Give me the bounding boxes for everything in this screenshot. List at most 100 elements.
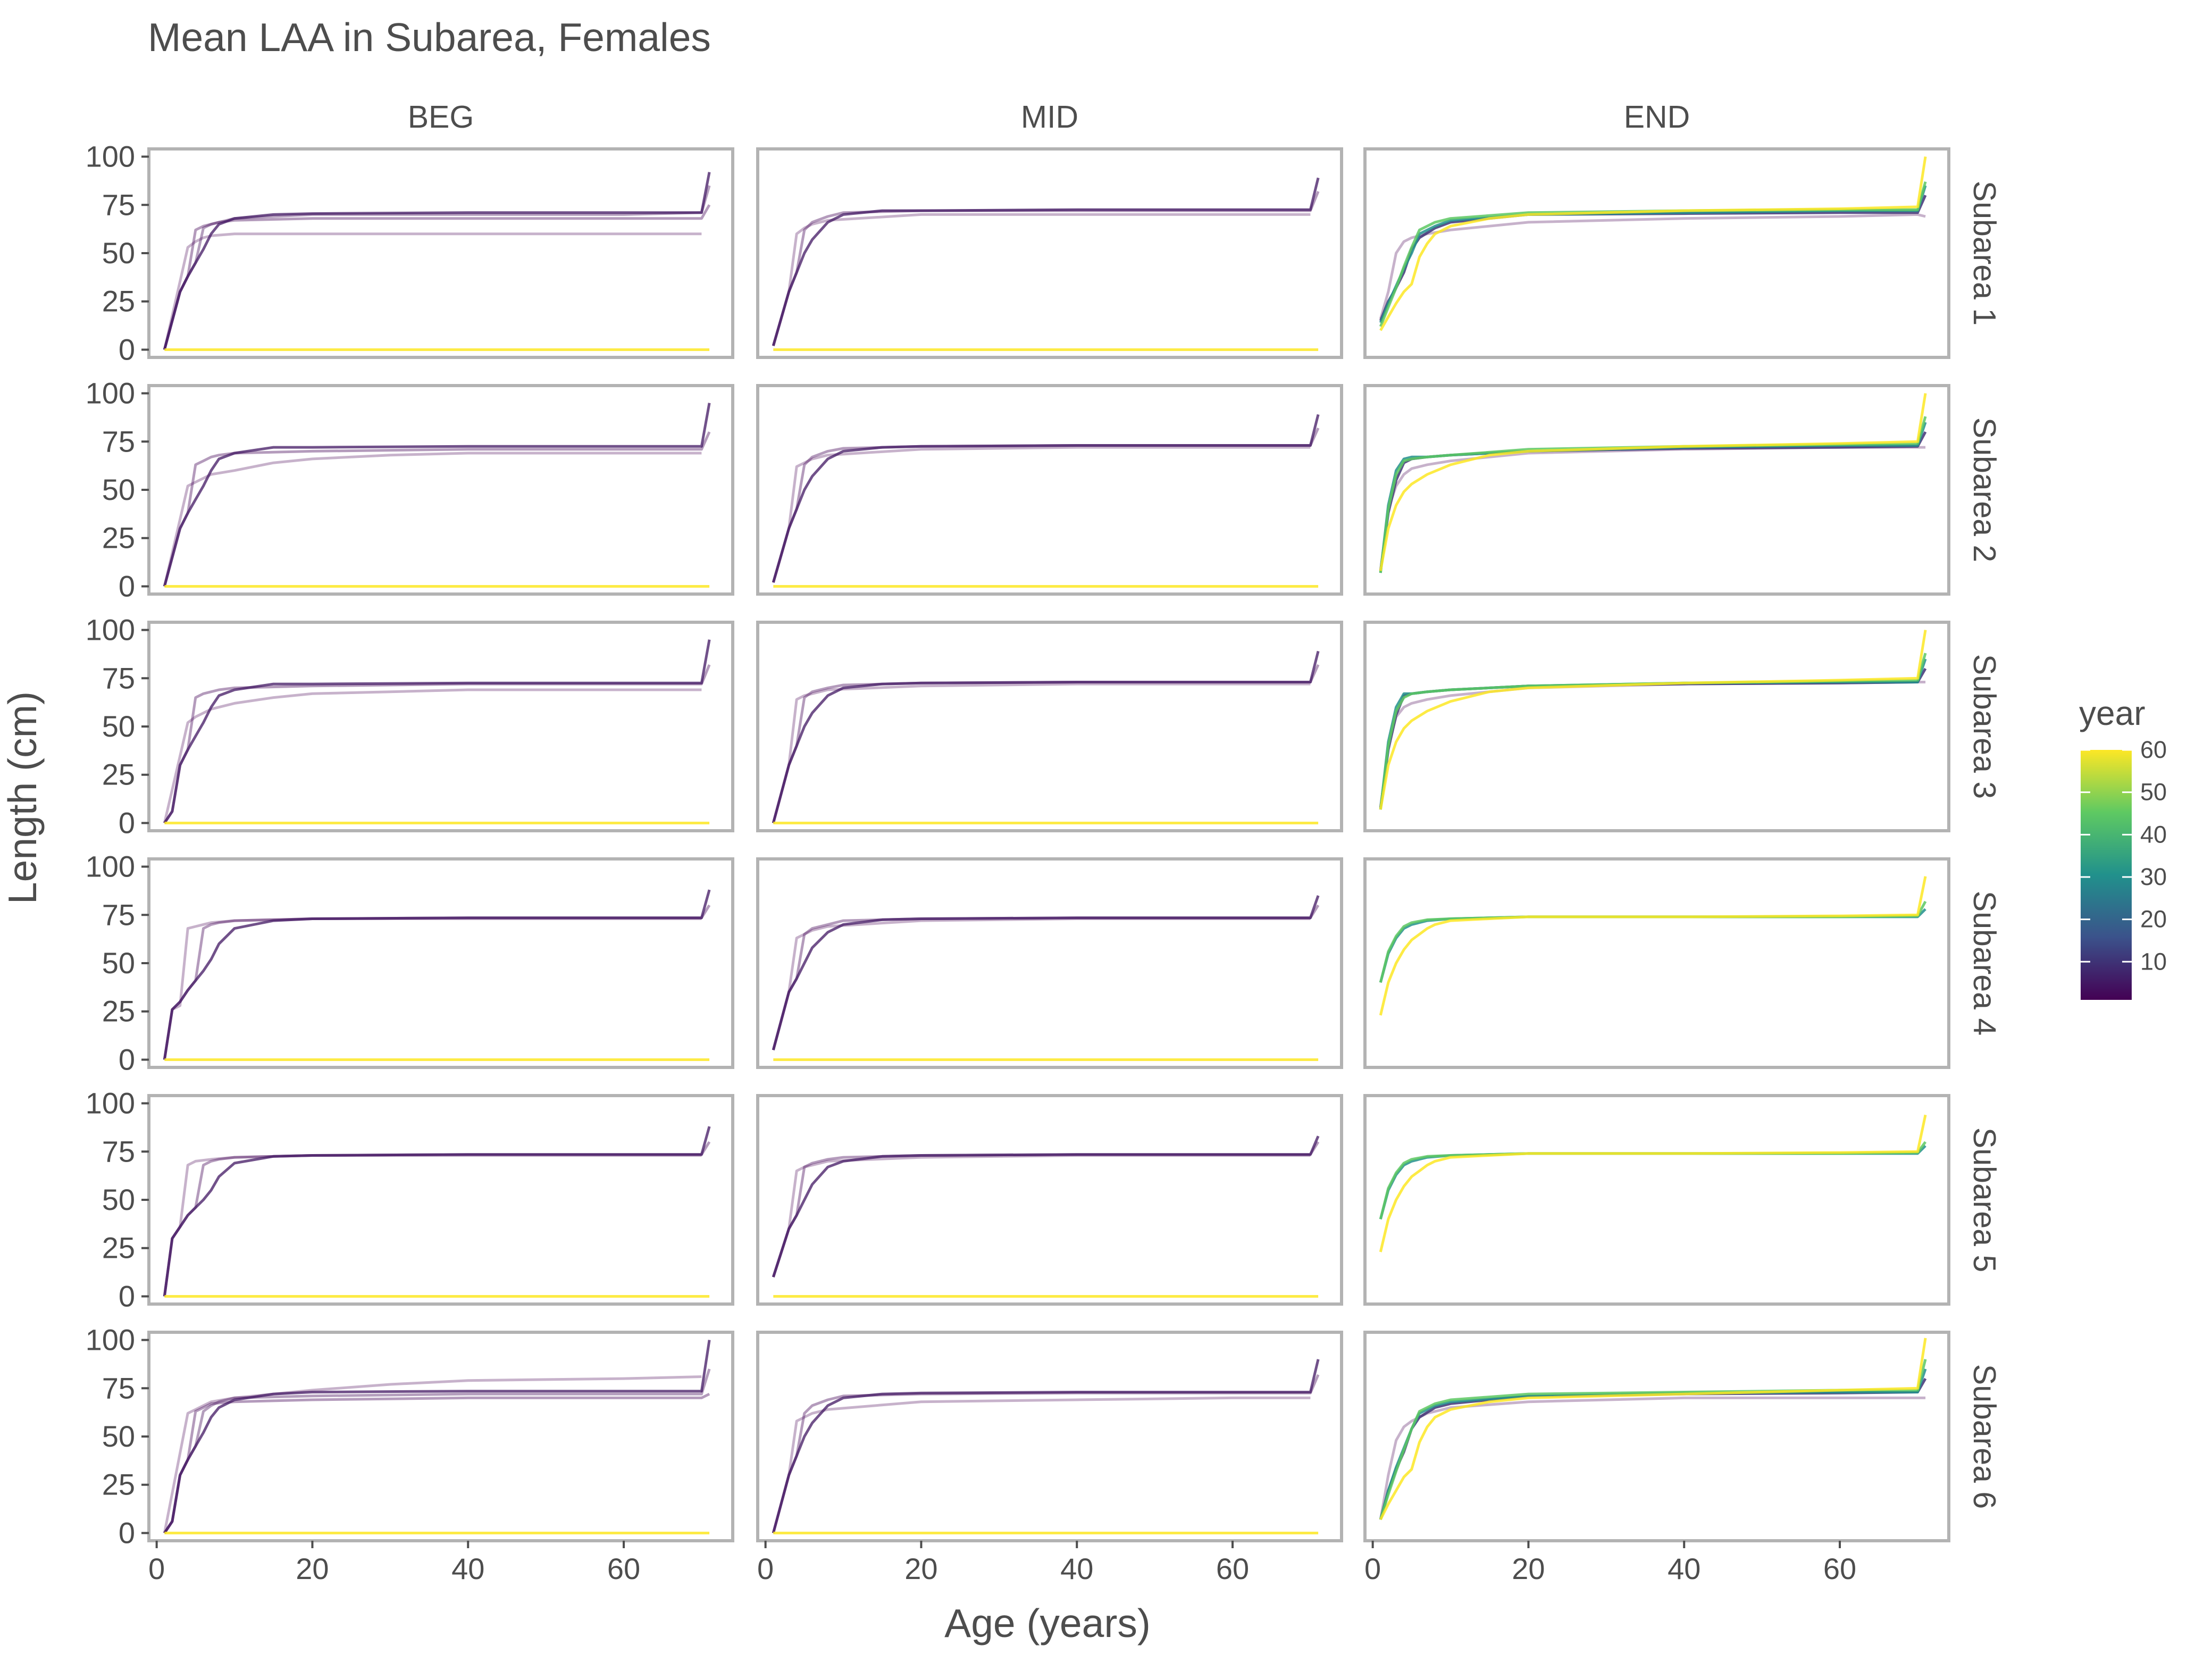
series-line-year-1 — [772, 446, 1311, 583]
y-tick-label: 100 — [86, 850, 135, 883]
y-tick-label: 25 — [102, 1468, 135, 1501]
y-tick-label: 25 — [102, 995, 135, 1028]
series-line-year-5 — [163, 1340, 711, 1534]
legend-ticks: 10 20 30 40 50 60 — [2081, 736, 2167, 975]
legend-tick-label: 40 — [2140, 821, 2167, 848]
panel-end-subarea-3 — [1363, 621, 1950, 832]
series-line-year-60 — [1379, 630, 1927, 810]
y-tick-label: 25 — [102, 1231, 135, 1265]
series-line-year-60 — [1379, 1338, 1927, 1521]
legend-tick-label: 30 — [2140, 863, 2167, 890]
x-tick-label: 40 — [1668, 1552, 1700, 1585]
series-line-year-5 — [163, 889, 711, 1060]
x-tick-label: 40 — [451, 1552, 484, 1585]
y-tick-label: 100 — [86, 377, 135, 410]
panel-border — [1363, 384, 1950, 596]
y-tick-label: 75 — [102, 1371, 135, 1405]
panel-border — [756, 857, 1343, 1069]
strip-label-subarea-3: Subarea 3 — [1967, 654, 2002, 799]
x-tick-label: 20 — [904, 1552, 937, 1585]
series-line-year-1 — [772, 213, 1311, 346]
panel-border — [147, 621, 734, 832]
y-tick-label: 100 — [86, 140, 135, 173]
y-tick-label: 100 — [86, 1323, 135, 1357]
y-tick-label: 0 — [119, 1279, 135, 1313]
series-line-year-1 — [772, 1396, 1311, 1534]
y-tick-label: 50 — [102, 946, 135, 980]
panel-border — [1363, 621, 1950, 832]
panel-border — [147, 857, 734, 1069]
y-tick-label: 75 — [102, 1134, 135, 1168]
legend-tick-label: 60 — [2140, 736, 2167, 763]
panel-end-subarea-1 — [1363, 147, 1950, 359]
panel-border — [1363, 1331, 1950, 1542]
series-line-year-60 — [1379, 393, 1927, 571]
strip-label-subarea-4: Subarea 4 — [1967, 891, 2002, 1035]
series-line-year-5 — [772, 895, 1320, 1050]
color-legend: year 10 20 30 40 50 60 — [2079, 694, 2167, 1000]
y-tick-label: 100 — [86, 1087, 135, 1120]
series-line-year-1 — [163, 232, 702, 350]
panel-mid-subarea-6: 0 20 40 60 — [756, 1331, 1343, 1585]
panel-mid-subarea-2 — [756, 384, 1343, 596]
y-tick-label: 75 — [102, 661, 135, 695]
legend-title: year — [2079, 694, 2146, 732]
y-tick-label: 25 — [102, 285, 135, 318]
x-tick-label: 0 — [1364, 1552, 1381, 1585]
panel-border — [1363, 1094, 1950, 1306]
y-tick-label: 75 — [102, 898, 135, 931]
facet-panels: BEG MID END Subarea 1 Subarea 2 Subarea 3 Suba… — [86, 99, 2002, 1585]
x-tick-label: 40 — [1060, 1552, 1093, 1585]
panel-mid-subarea-3 — [756, 621, 1343, 832]
y-tick-label: 50 — [102, 1183, 135, 1216]
panel-border — [147, 384, 734, 596]
y-tick-label: 50 — [102, 236, 135, 270]
strip-label-end: END — [1624, 99, 1690, 135]
series-line-year-5 — [772, 414, 1320, 583]
y-tick-label: 50 — [102, 1419, 135, 1453]
x-tick-label: 60 — [1823, 1552, 1856, 1585]
panel-beg-subarea-3: 0 25 50 75 100 — [86, 613, 734, 839]
panel-border — [147, 1331, 734, 1542]
x-tick-label: 20 — [1512, 1552, 1545, 1585]
panel-end-subarea-2 — [1363, 384, 1950, 596]
series-line-year-1 — [772, 682, 1311, 824]
x-tick-label: 60 — [607, 1552, 640, 1585]
chart-title: Mean LAA in Subarea, Females — [148, 15, 711, 60]
panel-end-subarea-5 — [1363, 1094, 1950, 1306]
series-line-year-1 — [1379, 1396, 1926, 1520]
y-tick-label: 0 — [119, 332, 135, 366]
series-line-year-1 — [163, 452, 702, 587]
panel-beg-subarea-6: 0 25 50 75 100 0 20 40 60 — [86, 1323, 734, 1585]
panel-beg-subarea-4: 0 25 50 75 100 — [86, 850, 734, 1076]
y-tick-label: 0 — [119, 806, 135, 839]
panel-border — [756, 1094, 1343, 1306]
panel-border — [756, 147, 1343, 359]
x-axis-title: Age (years) — [944, 1601, 1151, 1646]
panel-beg-subarea-5: 0 25 50 75 100 — [86, 1087, 734, 1313]
series-line-year-5 — [772, 177, 1320, 346]
legend-tick-label: 20 — [2140, 906, 2167, 933]
x-tick-label: 60 — [1216, 1552, 1249, 1585]
y-tick-label: 50 — [102, 473, 135, 506]
panel-mid-subarea-1 — [756, 147, 1343, 359]
x-tick-label: 0 — [148, 1552, 165, 1585]
strip-label-subarea-5: Subarea 5 — [1967, 1128, 2002, 1272]
strip-label-beg: BEG — [408, 99, 474, 135]
strip-label-subarea-6: Subarea 6 — [1967, 1364, 2002, 1509]
panel-border — [1363, 857, 1950, 1069]
panel-end-subarea-4 — [1363, 857, 1950, 1069]
series-line-year-5 — [772, 1135, 1320, 1277]
y-tick-label: 75 — [102, 188, 135, 221]
series-line-year-1 — [163, 688, 702, 824]
series-line-year-5 — [163, 403, 711, 587]
strip-label-mid: MID — [1021, 99, 1078, 135]
panel-border — [1363, 147, 1950, 359]
panel-mid-subarea-5 — [756, 1094, 1343, 1306]
panel-border — [756, 621, 1343, 832]
strip-label-subarea-1: Subarea 1 — [1967, 181, 2002, 325]
series-line-year-5 — [163, 172, 711, 350]
legend-tick-label: 50 — [2140, 779, 2167, 806]
